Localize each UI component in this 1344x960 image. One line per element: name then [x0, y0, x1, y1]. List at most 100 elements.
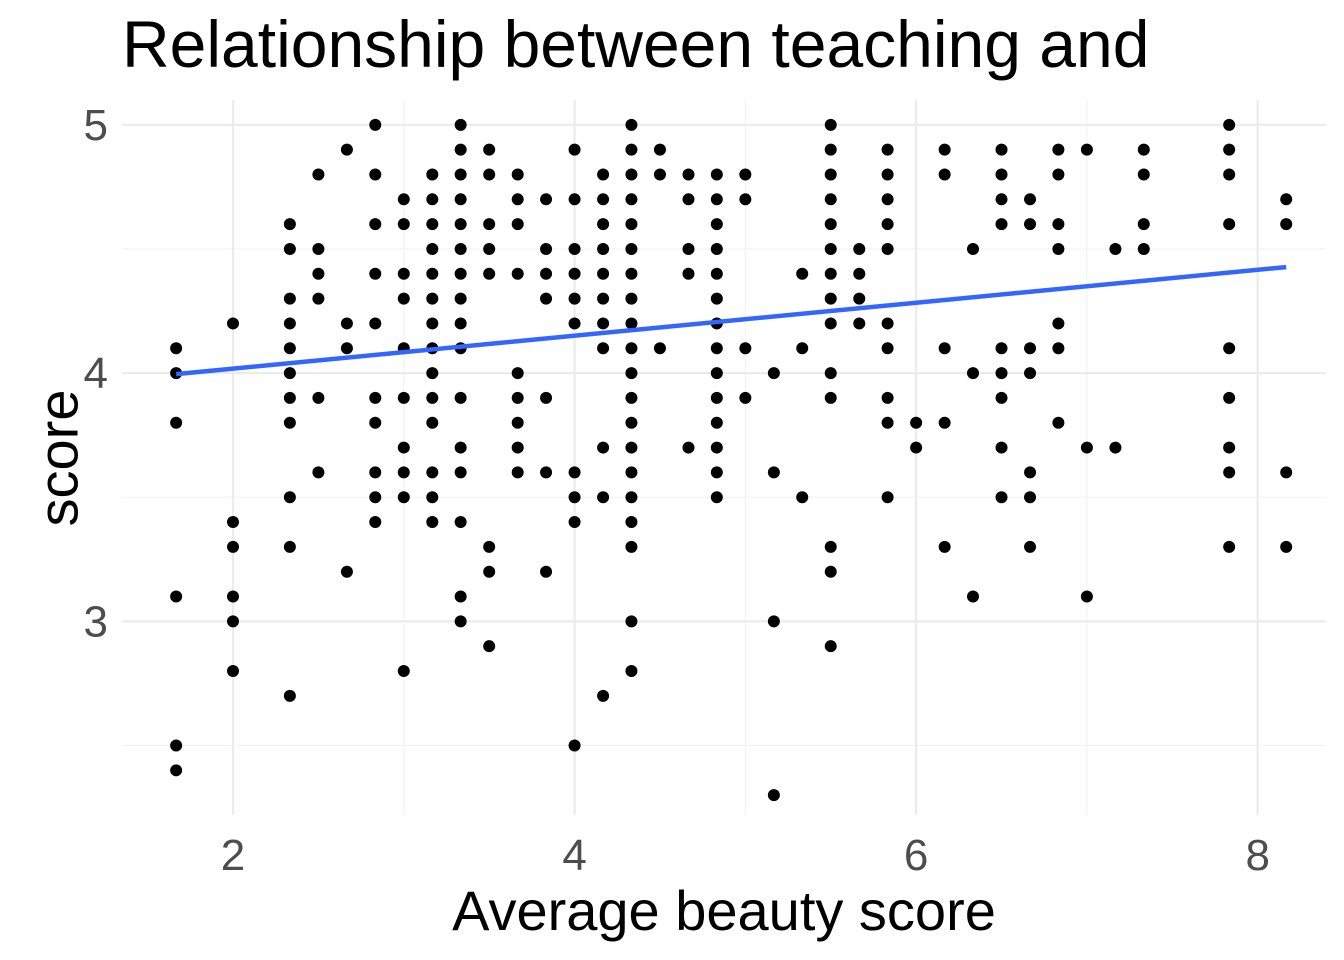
data-point	[597, 491, 610, 504]
data-point	[483, 267, 496, 280]
data-point	[511, 168, 524, 181]
data-point	[824, 267, 837, 280]
data-point	[483, 218, 496, 231]
data-point	[483, 143, 496, 156]
data-point	[454, 466, 467, 479]
data-point	[454, 218, 467, 231]
data-point	[227, 317, 240, 330]
data-point	[881, 491, 894, 504]
x-tick-label: 4	[562, 831, 586, 880]
data-point	[568, 267, 581, 280]
data-point	[995, 391, 1008, 404]
data-point	[1052, 342, 1065, 355]
data-point	[1223, 218, 1236, 231]
data-point	[1024, 540, 1037, 553]
data-point	[454, 168, 467, 181]
data-point	[397, 491, 410, 504]
data-point	[454, 317, 467, 330]
data-point	[312, 168, 325, 181]
data-point	[625, 516, 638, 529]
data-point	[625, 367, 638, 380]
data-point	[625, 193, 638, 206]
data-point	[938, 416, 951, 429]
data-point	[170, 342, 183, 355]
data-point	[1024, 491, 1037, 504]
data-point	[682, 267, 695, 280]
data-point	[227, 516, 240, 529]
data-point	[511, 193, 524, 206]
data-point	[1024, 218, 1037, 231]
data-point	[454, 590, 467, 603]
data-point	[340, 342, 353, 355]
data-point	[625, 615, 638, 628]
data-point	[340, 143, 353, 156]
data-point	[1109, 441, 1122, 454]
data-point	[283, 242, 296, 255]
data-point	[426, 242, 439, 255]
data-point	[1223, 441, 1236, 454]
data-point	[397, 218, 410, 231]
data-point	[881, 342, 894, 355]
data-point	[426, 391, 439, 404]
trend-line-group	[175, 264, 1287, 377]
data-point	[824, 292, 837, 305]
data-point	[995, 342, 1008, 355]
data-point	[938, 168, 951, 181]
data-point	[170, 764, 183, 777]
data-point	[1223, 118, 1236, 131]
data-point	[824, 540, 837, 553]
data-point	[625, 665, 638, 678]
data-point	[597, 168, 610, 181]
data-point	[283, 416, 296, 429]
data-point	[511, 391, 524, 404]
data-point	[966, 367, 979, 380]
data-point	[597, 193, 610, 206]
data-point	[369, 267, 382, 280]
data-point	[283, 317, 296, 330]
data-point	[426, 516, 439, 529]
data-point	[568, 193, 581, 206]
data-point	[824, 391, 837, 404]
data-point	[938, 342, 951, 355]
data-point	[454, 118, 467, 131]
data-point	[625, 317, 638, 330]
data-point	[1024, 466, 1037, 479]
data-point	[853, 242, 866, 255]
data-point	[1280, 466, 1293, 479]
data-point	[710, 292, 723, 305]
data-point	[625, 168, 638, 181]
data-point	[710, 242, 723, 255]
data-point	[710, 491, 723, 504]
data-point	[397, 391, 410, 404]
data-point	[653, 342, 666, 355]
data-point	[227, 540, 240, 553]
data-point	[511, 441, 524, 454]
data-point	[710, 416, 723, 429]
data-point	[483, 168, 496, 181]
data-point	[597, 689, 610, 702]
data-point	[426, 491, 439, 504]
data-point	[312, 242, 325, 255]
y-tick-label: 3	[84, 597, 108, 646]
data-point	[227, 615, 240, 628]
data-point	[881, 317, 894, 330]
data-point	[1223, 540, 1236, 553]
data-point	[824, 565, 837, 578]
data-point	[1137, 143, 1150, 156]
data-point	[540, 466, 553, 479]
data-point	[283, 491, 296, 504]
data-point	[483, 565, 496, 578]
data-point	[767, 466, 780, 479]
data-point	[1080, 590, 1093, 603]
data-point	[853, 317, 866, 330]
data-point	[170, 416, 183, 429]
data-point	[1280, 218, 1293, 231]
data-point	[682, 168, 695, 181]
data-point	[511, 466, 524, 479]
data-point	[710, 267, 723, 280]
data-point	[938, 540, 951, 553]
data-point	[397, 665, 410, 678]
data-point	[853, 292, 866, 305]
data-point	[625, 218, 638, 231]
data-point	[369, 516, 382, 529]
